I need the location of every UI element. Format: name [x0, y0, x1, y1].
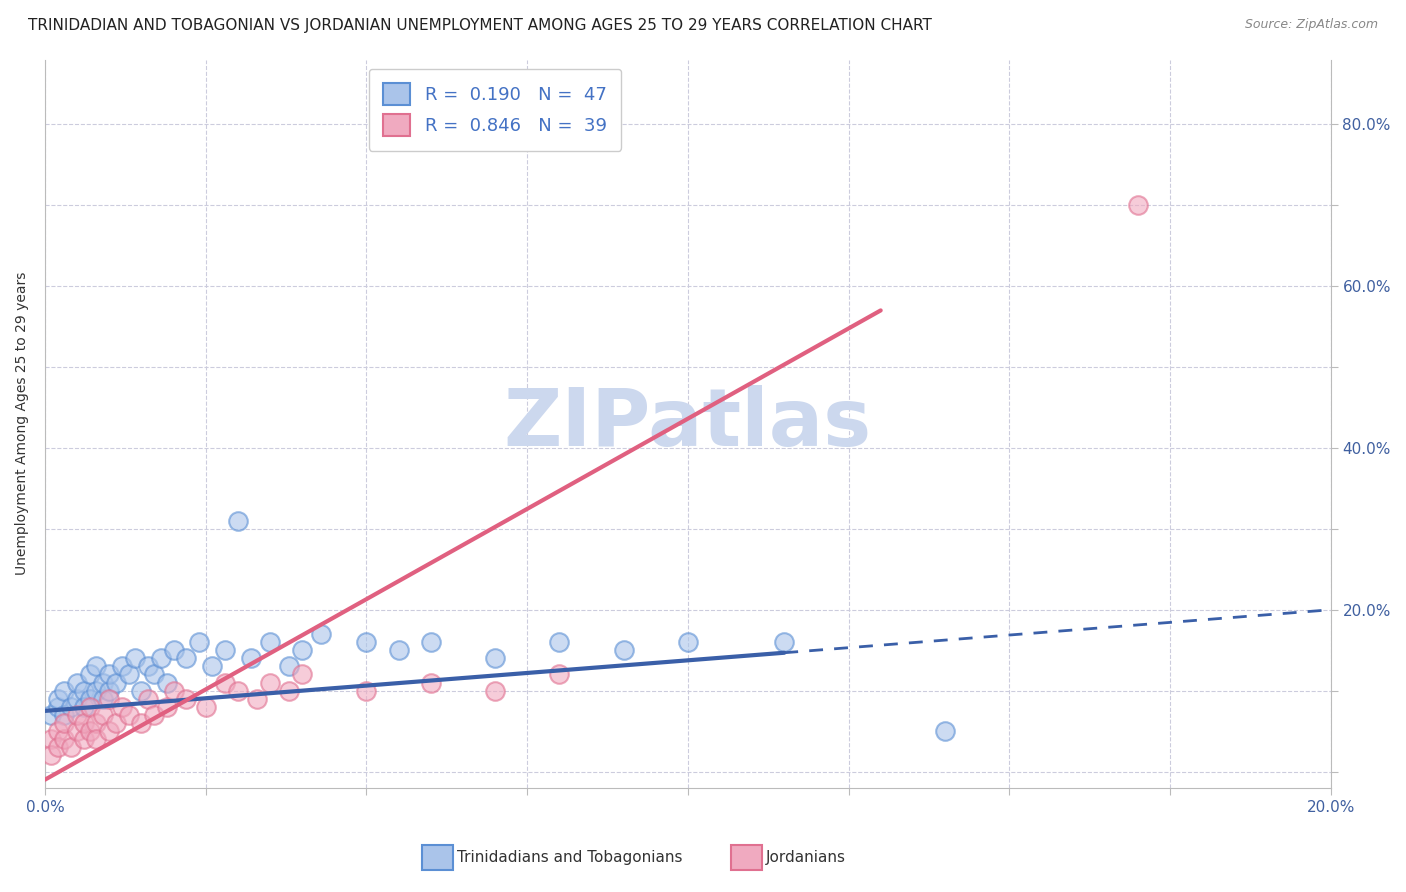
- Point: [124, 651, 146, 665]
- Point: [162, 683, 184, 698]
- Point: [548, 667, 571, 681]
- Point: [311, 627, 333, 641]
- Point: [53, 732, 76, 747]
- Point: [419, 675, 441, 690]
- Point: [291, 643, 314, 657]
- Point: [46, 740, 69, 755]
- Point: [41, 732, 63, 747]
- Point: [79, 667, 101, 681]
- Point: [53, 683, 76, 698]
- Point: [117, 667, 139, 681]
- Point: [201, 659, 224, 673]
- Text: ZIPatlas: ZIPatlas: [503, 384, 872, 463]
- Text: Source: ZipAtlas.com: Source: ZipAtlas.com: [1244, 18, 1378, 31]
- Point: [53, 708, 76, 723]
- Point: [72, 699, 94, 714]
- Point: [194, 699, 217, 714]
- Point: [612, 643, 634, 657]
- Point: [773, 635, 796, 649]
- Point: [484, 683, 506, 698]
- Point: [356, 683, 378, 698]
- Point: [188, 635, 211, 649]
- Point: [98, 667, 121, 681]
- Point: [356, 635, 378, 649]
- Point: [104, 675, 127, 690]
- Point: [91, 708, 114, 723]
- Point: [66, 675, 89, 690]
- Point: [387, 643, 409, 657]
- Point: [98, 691, 121, 706]
- Text: TRINIDADIAN AND TOBAGONIAN VS JORDANIAN UNEMPLOYMENT AMONG AGES 25 TO 29 YEARS C: TRINIDADIAN AND TOBAGONIAN VS JORDANIAN …: [28, 18, 932, 33]
- Point: [226, 514, 249, 528]
- Point: [214, 643, 236, 657]
- Point: [676, 635, 699, 649]
- Point: [86, 659, 108, 673]
- Point: [136, 659, 159, 673]
- Point: [46, 699, 69, 714]
- Point: [86, 732, 108, 747]
- Point: [79, 691, 101, 706]
- Point: [214, 675, 236, 690]
- Point: [66, 691, 89, 706]
- Point: [143, 708, 166, 723]
- Point: [79, 699, 101, 714]
- Point: [156, 699, 179, 714]
- Point: [131, 716, 153, 731]
- Point: [156, 675, 179, 690]
- Point: [86, 683, 108, 698]
- Point: [86, 716, 108, 731]
- Point: [111, 659, 134, 673]
- Point: [1126, 198, 1149, 212]
- Legend: R =  0.190   N =  47, R =  0.846   N =  39: R = 0.190 N = 47, R = 0.846 N = 39: [368, 69, 621, 151]
- Point: [176, 691, 198, 706]
- Point: [91, 675, 114, 690]
- Point: [91, 691, 114, 706]
- Point: [98, 683, 121, 698]
- Point: [149, 651, 172, 665]
- Point: [484, 651, 506, 665]
- Point: [59, 740, 82, 755]
- Point: [41, 708, 63, 723]
- Point: [259, 635, 281, 649]
- Point: [66, 708, 89, 723]
- Point: [66, 724, 89, 739]
- Point: [278, 659, 301, 673]
- Point: [46, 691, 69, 706]
- Point: [239, 651, 262, 665]
- Point: [419, 635, 441, 649]
- Point: [136, 691, 159, 706]
- Point: [72, 716, 94, 731]
- Point: [259, 675, 281, 690]
- Point: [143, 667, 166, 681]
- Point: [131, 683, 153, 698]
- Point: [278, 683, 301, 698]
- Point: [79, 724, 101, 739]
- Point: [162, 643, 184, 657]
- Point: [72, 683, 94, 698]
- Point: [72, 732, 94, 747]
- Point: [548, 635, 571, 649]
- Point: [41, 748, 63, 763]
- Point: [291, 667, 314, 681]
- Point: [246, 691, 269, 706]
- Point: [104, 716, 127, 731]
- Y-axis label: Unemployment Among Ages 25 to 29 years: Unemployment Among Ages 25 to 29 years: [15, 272, 30, 575]
- Point: [176, 651, 198, 665]
- Text: Jordanians: Jordanians: [766, 850, 846, 864]
- Text: Trinidadians and Tobagonians: Trinidadians and Tobagonians: [457, 850, 682, 864]
- Point: [117, 708, 139, 723]
- Point: [53, 716, 76, 731]
- Point: [226, 683, 249, 698]
- Point: [59, 699, 82, 714]
- Point: [46, 724, 69, 739]
- Point: [98, 724, 121, 739]
- Point: [934, 724, 956, 739]
- Point: [111, 699, 134, 714]
